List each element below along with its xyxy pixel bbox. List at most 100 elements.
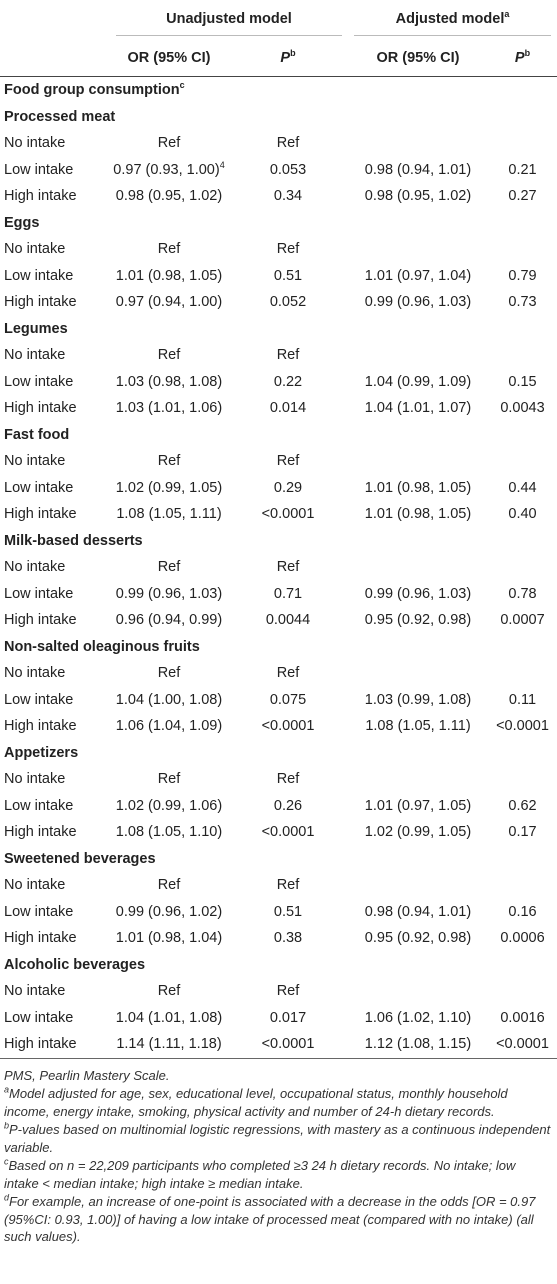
data-cell: 0.97 (0.94, 1.00) xyxy=(115,294,223,311)
data-cell: 0.95 (0.92, 0.98) xyxy=(364,930,472,947)
data-cell xyxy=(348,236,488,263)
data-cell: 1.14 (1.11, 1.18) xyxy=(110,1031,228,1059)
data-cell xyxy=(348,554,488,581)
data-row: High intake 0.96 (0.94, 0.99) 0.0044 0.95 (… xyxy=(0,607,557,634)
footnote-marker: c xyxy=(4,1156,9,1167)
data-cell xyxy=(348,872,488,899)
data-row: High intake 1.03 (1.01, 1.06) 0.014 1.04 (1… xyxy=(0,395,557,422)
data-cell: 1.03 (1.01, 1.06) xyxy=(115,400,223,417)
cell-text: 0.97 (0.93, 1.00) xyxy=(113,161,220,178)
data-cell: <0.0001 xyxy=(261,718,315,735)
footnote: PMS, Pearlin Mastery Scale. xyxy=(4,1067,553,1085)
row-label: Low intake xyxy=(4,797,74,814)
data-cell: 0.11 xyxy=(508,691,537,708)
row-label: High intake xyxy=(4,400,77,417)
group-header: Unadjusted model xyxy=(110,0,348,40)
row-label: Low intake xyxy=(4,161,74,178)
data-cell: Ref xyxy=(157,135,181,152)
data-cell: 0.0007 xyxy=(500,612,545,629)
row-label: No intake xyxy=(4,665,66,682)
group-name: Processed meat xyxy=(4,108,116,125)
data-cell: 0.71 xyxy=(273,585,303,602)
data-cell: 1.02 (0.99, 1.05) xyxy=(364,824,472,841)
data-cell: 0.16 xyxy=(508,903,537,920)
footnote-marker: a xyxy=(4,1084,10,1095)
group-name: Fast food xyxy=(4,426,70,443)
cell-text: Adjusted model xyxy=(395,10,505,27)
data-cell: Ref xyxy=(157,241,181,258)
data-cell: 0.51 xyxy=(273,903,303,920)
data-row: Low intake 1.01 (0.98, 1.05) 0.51 1.01 (0.9… xyxy=(0,263,557,290)
footnote: bP-values based on multinomial logistic … xyxy=(4,1121,553,1156)
superscript: b xyxy=(524,48,531,59)
data-cell: 0.053 xyxy=(269,161,307,178)
data-row: High intake 1.14 (1.11, 1.18) <0.0001 1.12 … xyxy=(0,1031,557,1059)
data-cell: 0.052 xyxy=(269,294,307,311)
data-row: No intake Ref Ref xyxy=(0,342,557,369)
data-cell xyxy=(488,554,557,581)
group-row: Fast food xyxy=(0,422,557,449)
footnote-text: For example, an increase of one-point is… xyxy=(4,1194,536,1244)
group-row: Eggs xyxy=(0,210,557,237)
data-cell xyxy=(348,342,488,369)
data-cell: 0.98 (0.94, 1.01) xyxy=(364,161,472,178)
data-cell: 1.01 (0.97, 1.05) xyxy=(364,797,472,814)
row-label: No intake xyxy=(4,877,66,894)
data-row: No intake Ref Ref xyxy=(0,130,557,157)
data-cell: <0.0001 xyxy=(261,824,315,841)
row-label: Low intake xyxy=(4,1009,74,1026)
data-row: Low intake 0.99 (0.96, 1.03) 0.71 0.99 (0.9… xyxy=(0,581,557,608)
row-label: High intake xyxy=(4,294,77,311)
footnote-text: PMS, Pearlin Mastery Scale. xyxy=(4,1067,170,1083)
data-cell: 0.40 xyxy=(508,506,537,523)
data-cell: Ref xyxy=(276,877,300,894)
data-row: No intake Ref Ref xyxy=(0,766,557,793)
group-row: Milk-based desserts xyxy=(0,528,557,555)
data-cell xyxy=(488,766,557,793)
data-cell: 1.04 (1.01, 1.08) xyxy=(115,1009,223,1026)
data-cell xyxy=(488,448,557,475)
footnote-text: Model adjusted for age, sex, educational… xyxy=(4,1086,508,1119)
data-row: High intake 1.01 (0.98, 1.04) 0.38 0.95 (0.… xyxy=(0,925,557,952)
superscript: b xyxy=(290,48,296,59)
data-cell: 0.17 xyxy=(508,824,537,841)
data-cell: Ref xyxy=(157,665,181,682)
column-header: OR (95% CI) xyxy=(110,40,228,77)
data-cell: 1.01 (0.98, 1.05) xyxy=(364,506,472,523)
data-cell xyxy=(488,236,557,263)
group-name: Milk-based desserts xyxy=(4,532,143,549)
data-cell: 0.98 (0.95, 1.02) xyxy=(364,188,472,205)
data-row: Low intake 0.99 (0.96, 1.02) 0.51 0.98 (0.9… xyxy=(0,899,557,926)
group-header-box: Unadjusted model xyxy=(116,5,342,36)
data-cell: 0.26 xyxy=(273,797,303,814)
data-cell: 1.01 (0.98, 1.05) xyxy=(364,479,472,496)
data-cell: 0.98 (0.94, 1.01) xyxy=(364,903,472,920)
group-name: Sweetened beverages xyxy=(4,850,156,867)
column-header: Pb xyxy=(488,40,557,77)
group-name: Eggs xyxy=(4,214,40,231)
data-cell: <0.0001 xyxy=(488,1031,557,1059)
data-cell: 0.62 xyxy=(508,797,537,814)
data-cell: 1.02 (0.99, 1.05) xyxy=(115,479,223,496)
header-row: Unadjusted model Adjusted modela xyxy=(0,0,557,40)
group-header: Adjusted modela xyxy=(348,0,557,40)
header-cell xyxy=(0,0,110,40)
data-cell: 0.95 (0.92, 0.98) xyxy=(364,612,472,629)
data-cell xyxy=(488,978,557,1005)
row-label: High intake xyxy=(4,824,77,841)
data-cell: 0.99 (0.96, 1.02) xyxy=(115,903,223,920)
data-cell: 0.0043 xyxy=(500,400,545,417)
data-cell: 1.08 (1.05, 1.10) xyxy=(115,824,223,841)
group-row: Processed meat xyxy=(0,104,557,131)
section-title: Food group consumptionc xyxy=(0,77,557,104)
data-cell xyxy=(348,130,488,157)
group-header-box: Adjusted modela xyxy=(354,5,551,36)
cell-text: Unadjusted model xyxy=(166,10,292,27)
row-label: Low intake xyxy=(4,267,74,284)
data-cell: Ref xyxy=(157,983,181,1000)
data-cell: <0.0001 xyxy=(228,1031,348,1059)
header-row: OR (95% CI) Pb OR (95% CI) Pb xyxy=(0,40,557,77)
data-cell: 1.01 (0.98, 1.05) xyxy=(115,267,223,284)
data-cell: Ref xyxy=(157,453,181,470)
